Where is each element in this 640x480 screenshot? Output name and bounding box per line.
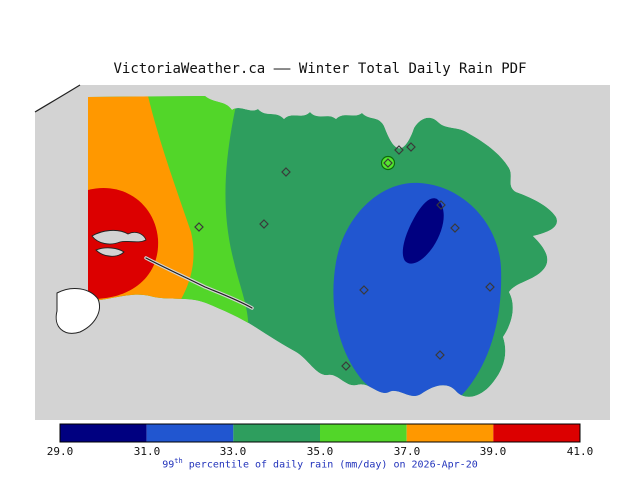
colorbar-tick-label: 39.0 bbox=[479, 445, 507, 458]
colorbar-segment bbox=[233, 424, 320, 442]
station-marker-diamond bbox=[435, 350, 445, 360]
colorbar-tick-label: 41.0 bbox=[566, 445, 594, 458]
map-title: VictoriaWeather.ca —— Winter Total Daily… bbox=[113, 61, 527, 77]
station-marker-diamond bbox=[436, 200, 446, 210]
harbour-inlet bbox=[95, 247, 125, 257]
station-marker-diamond bbox=[194, 222, 204, 232]
colorbar-border bbox=[59, 423, 581, 443]
colorbar-tick-label: 33.0 bbox=[219, 445, 247, 458]
colorbar-segment bbox=[146, 424, 234, 442]
caption-number: 99 bbox=[162, 459, 175, 471]
contour-31-33 bbox=[333, 182, 502, 397]
contour-29-31 bbox=[402, 198, 444, 264]
colorbar-tick-label: 35.0 bbox=[306, 445, 334, 458]
colorbar-segment bbox=[60, 424, 147, 442]
colorbar-segment bbox=[320, 424, 407, 442]
station-marker-diamond bbox=[450, 223, 460, 233]
colorbar-segment bbox=[493, 424, 580, 442]
rain-contours bbox=[88, 96, 557, 397]
corner-coastline bbox=[34, 84, 81, 113]
station-marker-diamond bbox=[394, 145, 404, 155]
station-marker-diamond bbox=[341, 361, 351, 371]
colorbar-tick-label: 37.0 bbox=[393, 445, 421, 458]
colorbar-caption: 99th percentile of daily rain (mm/day) o… bbox=[0, 457, 640, 470]
outside-island bbox=[55, 287, 100, 334]
station-marker-diamond bbox=[359, 285, 369, 295]
contour-39-41 bbox=[88, 188, 159, 300]
colorbar-tick-label: 31.0 bbox=[133, 445, 161, 458]
harbour-inlet bbox=[91, 229, 147, 245]
station-markers bbox=[194, 142, 495, 371]
colorbar-tick-label: 29.0 bbox=[46, 445, 74, 458]
caption-text: percentile of daily rain (mm/day) on 202… bbox=[182, 459, 478, 471]
colorbar-segment bbox=[406, 424, 494, 442]
station-marker-diamond bbox=[406, 142, 416, 152]
station-marker-diamond bbox=[383, 158, 393, 168]
station-marker-diamond bbox=[281, 167, 291, 177]
colorbar bbox=[59, 423, 581, 443]
station-marker-diamond bbox=[259, 219, 269, 229]
station-marker-diamond bbox=[485, 282, 495, 292]
caption-superscript: th bbox=[174, 457, 183, 465]
highlighted-station-circle bbox=[380, 155, 396, 171]
channel-coastline bbox=[145, 257, 253, 309]
